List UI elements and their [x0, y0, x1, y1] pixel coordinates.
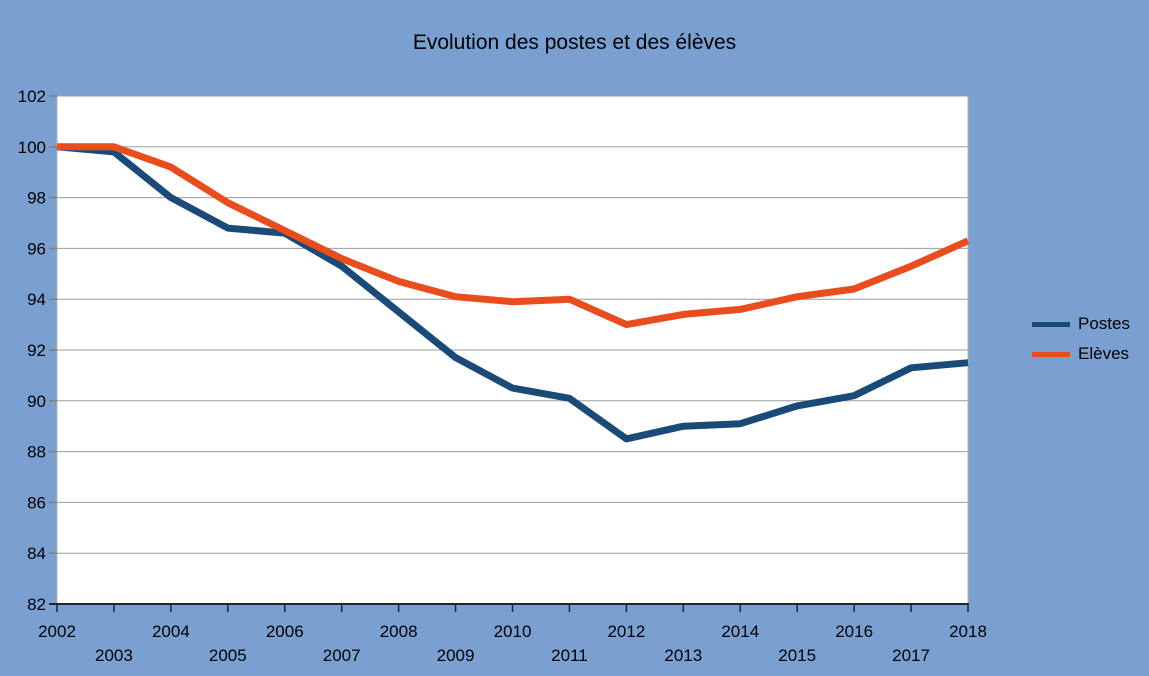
y-tick-label: 88 — [27, 443, 46, 462]
y-tick-label: 82 — [27, 595, 46, 614]
y-tick-label: 92 — [27, 341, 46, 360]
legend-label-postes: Postes — [1078, 314, 1130, 333]
x-tick-label: 2006 — [266, 622, 304, 641]
legend: Postes Elèves — [1032, 313, 1130, 365]
x-tick-label: 2016 — [835, 622, 873, 641]
x-tick-label: 2003 — [95, 646, 133, 665]
x-tick-label: 2013 — [664, 646, 702, 665]
x-tick-label: 2010 — [494, 622, 532, 641]
legend-item-eleves: Elèves — [1032, 343, 1130, 365]
x-tick-label: 2009 — [437, 646, 475, 665]
postes-line-swatch — [1032, 321, 1070, 327]
chart-title: Evolution des postes et des élèves — [412, 31, 737, 54]
y-tick-label: 86 — [27, 493, 46, 512]
series-line-eleves — [57, 143, 970, 329]
x-tick-label: 2018 — [949, 622, 987, 641]
legend-label-eleves: Elèves — [1078, 344, 1130, 363]
y-tick-label: 100 — [18, 138, 46, 157]
x-tick-label: 2015 — [778, 646, 816, 665]
x-tick-label: 2012 — [607, 622, 645, 641]
series-lines — [56, 143, 970, 443]
x-tick-label: 2007 — [323, 646, 361, 665]
y-tick-label: 94 — [27, 290, 46, 309]
y-tick-label: 98 — [27, 189, 46, 208]
y-tick-label: 96 — [27, 239, 46, 258]
x-tick-label: 2011 — [551, 646, 588, 665]
x-axis-labels: 2002 2003 2004 2005 2006 2007 2008 2009 2010 2011… — [38, 622, 987, 665]
x-tick-label: 2008 — [380, 622, 418, 641]
x-tick-label: 2002 — [38, 622, 76, 641]
x-tick-label: 2004 — [152, 622, 190, 641]
eleves-line-swatch — [1032, 351, 1070, 357]
y-axis-labels: 82 84 86 88 90 92 94 96 98 100 102 — [18, 87, 46, 614]
x-tick-label: 2005 — [209, 646, 247, 665]
series-line-postes — [56, 143, 969, 443]
legend-item-postes: Postes — [1032, 313, 1130, 335]
x-tick-label: 2017 — [892, 646, 930, 665]
y-tick-label: 90 — [27, 392, 46, 411]
x-tick-label: 2014 — [721, 622, 759, 641]
y-tick-label: 84 — [27, 544, 46, 563]
y-tick-label: 102 — [18, 87, 46, 106]
